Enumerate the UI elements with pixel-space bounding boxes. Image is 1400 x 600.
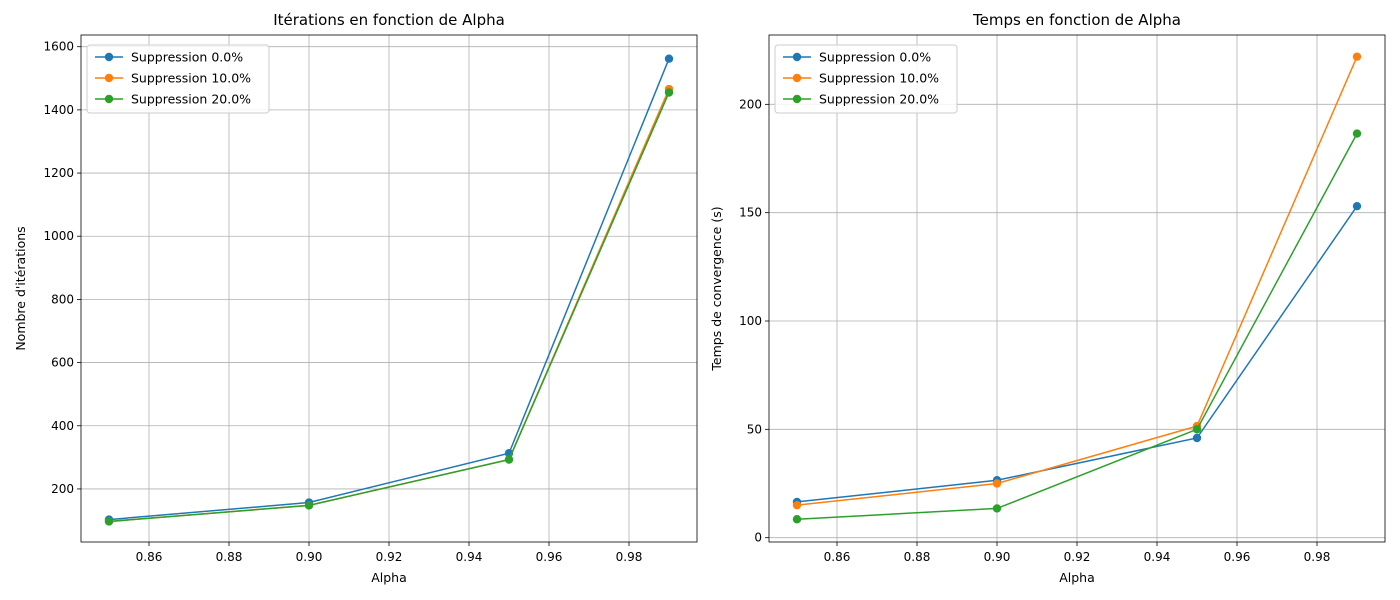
data-point: [792, 500, 802, 510]
legend: Suppression 0.0% Suppression 10.0% Suppres…: [86, 44, 270, 114]
axes-frame: [80, 34, 698, 543]
x-tick-label: 0.94: [456, 550, 483, 564]
series-line-3: [108, 92, 670, 523]
x-axis-label: Alpha: [371, 570, 407, 585]
data-point: [664, 54, 674, 63]
y-tick-label: 200: [51, 482, 74, 496]
legend-marker: [792, 52, 802, 62]
y-tick-label: 100: [739, 314, 762, 328]
series-line-1: [108, 58, 670, 521]
data-point: [664, 88, 674, 97]
y-tick-label: 0: [754, 531, 762, 545]
y-tick-label: 400: [51, 419, 74, 433]
x-tick-label: 0.86: [136, 550, 163, 564]
x-tick-label: 0.90: [984, 550, 1011, 564]
x-tick-label: 0.98: [616, 550, 643, 564]
legend-marker: [104, 52, 114, 62]
data-point: [104, 517, 114, 526]
series-line-2: [796, 56, 1358, 506]
y-axis-label: Nombre d'itérations: [13, 226, 28, 350]
x-tick-label: 0.92: [376, 550, 403, 564]
chart-1: 0.86 0.88 0.90 0.92 0.94 0.96 0.98 200 400 600 800…: [13, 11, 698, 585]
y-tick-label: 200: [739, 97, 762, 111]
axes-frame: [768, 34, 1386, 543]
y-tick-label: 1400: [43, 103, 74, 117]
y-axis-label: Temps de convergence (s): [709, 206, 724, 371]
x-tick-label: 0.96: [1224, 550, 1251, 564]
y-tick-label: 50: [747, 422, 762, 436]
data-point: [792, 515, 802, 524]
x-tick-label: 0.90: [296, 550, 323, 564]
data-point: [992, 479, 1002, 488]
legend-label: Suppression 20.0%: [131, 92, 251, 107]
chart-title: Temps en fonction de Alpha: [972, 11, 1181, 29]
y-tick-label: 1000: [43, 229, 74, 243]
x-axis-label: Alpha: [1059, 570, 1095, 585]
legend-marker: [104, 94, 114, 104]
x-tick-label: 0.88: [216, 550, 243, 564]
legend-label: Suppression 10.0%: [819, 71, 939, 86]
data-point: [1192, 433, 1202, 443]
data-point: [1192, 425, 1202, 434]
series-line-1: [796, 205, 1358, 503]
y-tick-label: 150: [739, 206, 762, 220]
data-point: [1352, 201, 1362, 211]
legend-box: [86, 44, 270, 114]
y-tick-label: 1200: [43, 166, 74, 180]
data-point: [1352, 52, 1362, 61]
data-point: [992, 504, 1002, 513]
legend-label: Suppression 0.0%: [131, 50, 243, 65]
series-line-3: [796, 133, 1358, 520]
x-tick-label: 0.98: [1304, 550, 1331, 564]
legend-label: Suppression 20.0%: [819, 92, 939, 107]
x-tick-label: 0.96: [536, 550, 563, 564]
legend-marker: [792, 73, 802, 83]
x-tick-label: 0.88: [904, 550, 931, 564]
data-point: [1352, 129, 1362, 138]
x-tick-label: 0.92: [1064, 550, 1091, 564]
y-tick-label: 600: [51, 356, 74, 370]
legend-label: Suppression 10.0%: [131, 71, 251, 86]
legend-marker: [792, 94, 802, 104]
y-tick-label: 800: [51, 292, 74, 306]
x-tick-label: 0.94: [1144, 550, 1171, 564]
legend-box: [774, 44, 958, 114]
data-point: [304, 501, 314, 510]
y-tick-label: 1600: [43, 40, 74, 54]
data-point: [504, 455, 514, 464]
chart-2: 0.86 0.88 0.90 0.92 0.94 0.96 0.98 0 50 100 150 200…: [709, 11, 1386, 585]
chart-title: Itérations en fonction de Alpha: [273, 11, 505, 29]
legend-marker: [104, 73, 114, 83]
legend: Suppression 0.0% Suppression 10.0% Suppres…: [774, 44, 958, 114]
legend-label: Suppression 0.0%: [819, 50, 931, 65]
x-tick-label: 0.86: [824, 550, 851, 564]
